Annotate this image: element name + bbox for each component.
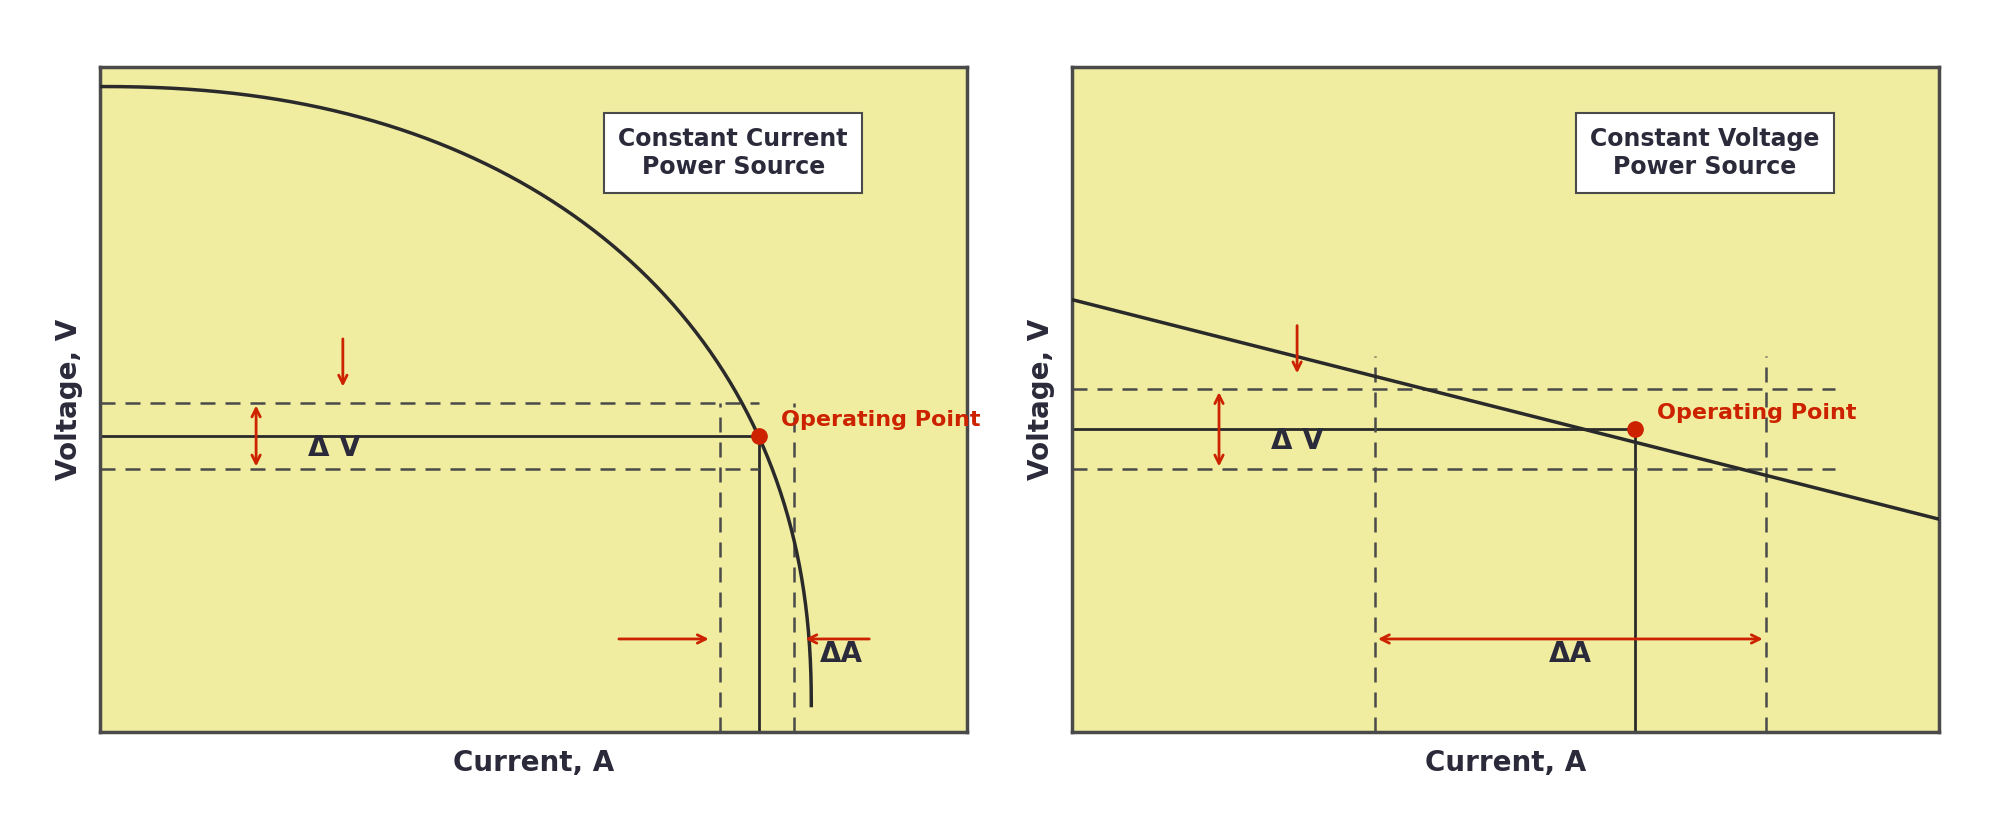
Text: Δ V: Δ V xyxy=(308,434,360,462)
X-axis label: Current, A: Current, A xyxy=(1425,749,1584,777)
Text: Constant Voltage
Power Source: Constant Voltage Power Source xyxy=(1588,127,1818,179)
Text: Operating Point: Operating Point xyxy=(781,410,979,430)
X-axis label: Current, A: Current, A xyxy=(454,749,613,777)
Y-axis label: Voltage, V: Voltage, V xyxy=(56,319,84,480)
Text: Constant Current
Power Source: Constant Current Power Source xyxy=(617,127,847,179)
Text: ΔA: ΔA xyxy=(819,641,863,668)
Text: Δ V: Δ V xyxy=(1271,428,1323,455)
Y-axis label: Voltage, V: Voltage, V xyxy=(1027,319,1055,480)
Text: ΔA: ΔA xyxy=(1548,641,1590,668)
Text: Operating Point: Operating Point xyxy=(1656,404,1856,423)
